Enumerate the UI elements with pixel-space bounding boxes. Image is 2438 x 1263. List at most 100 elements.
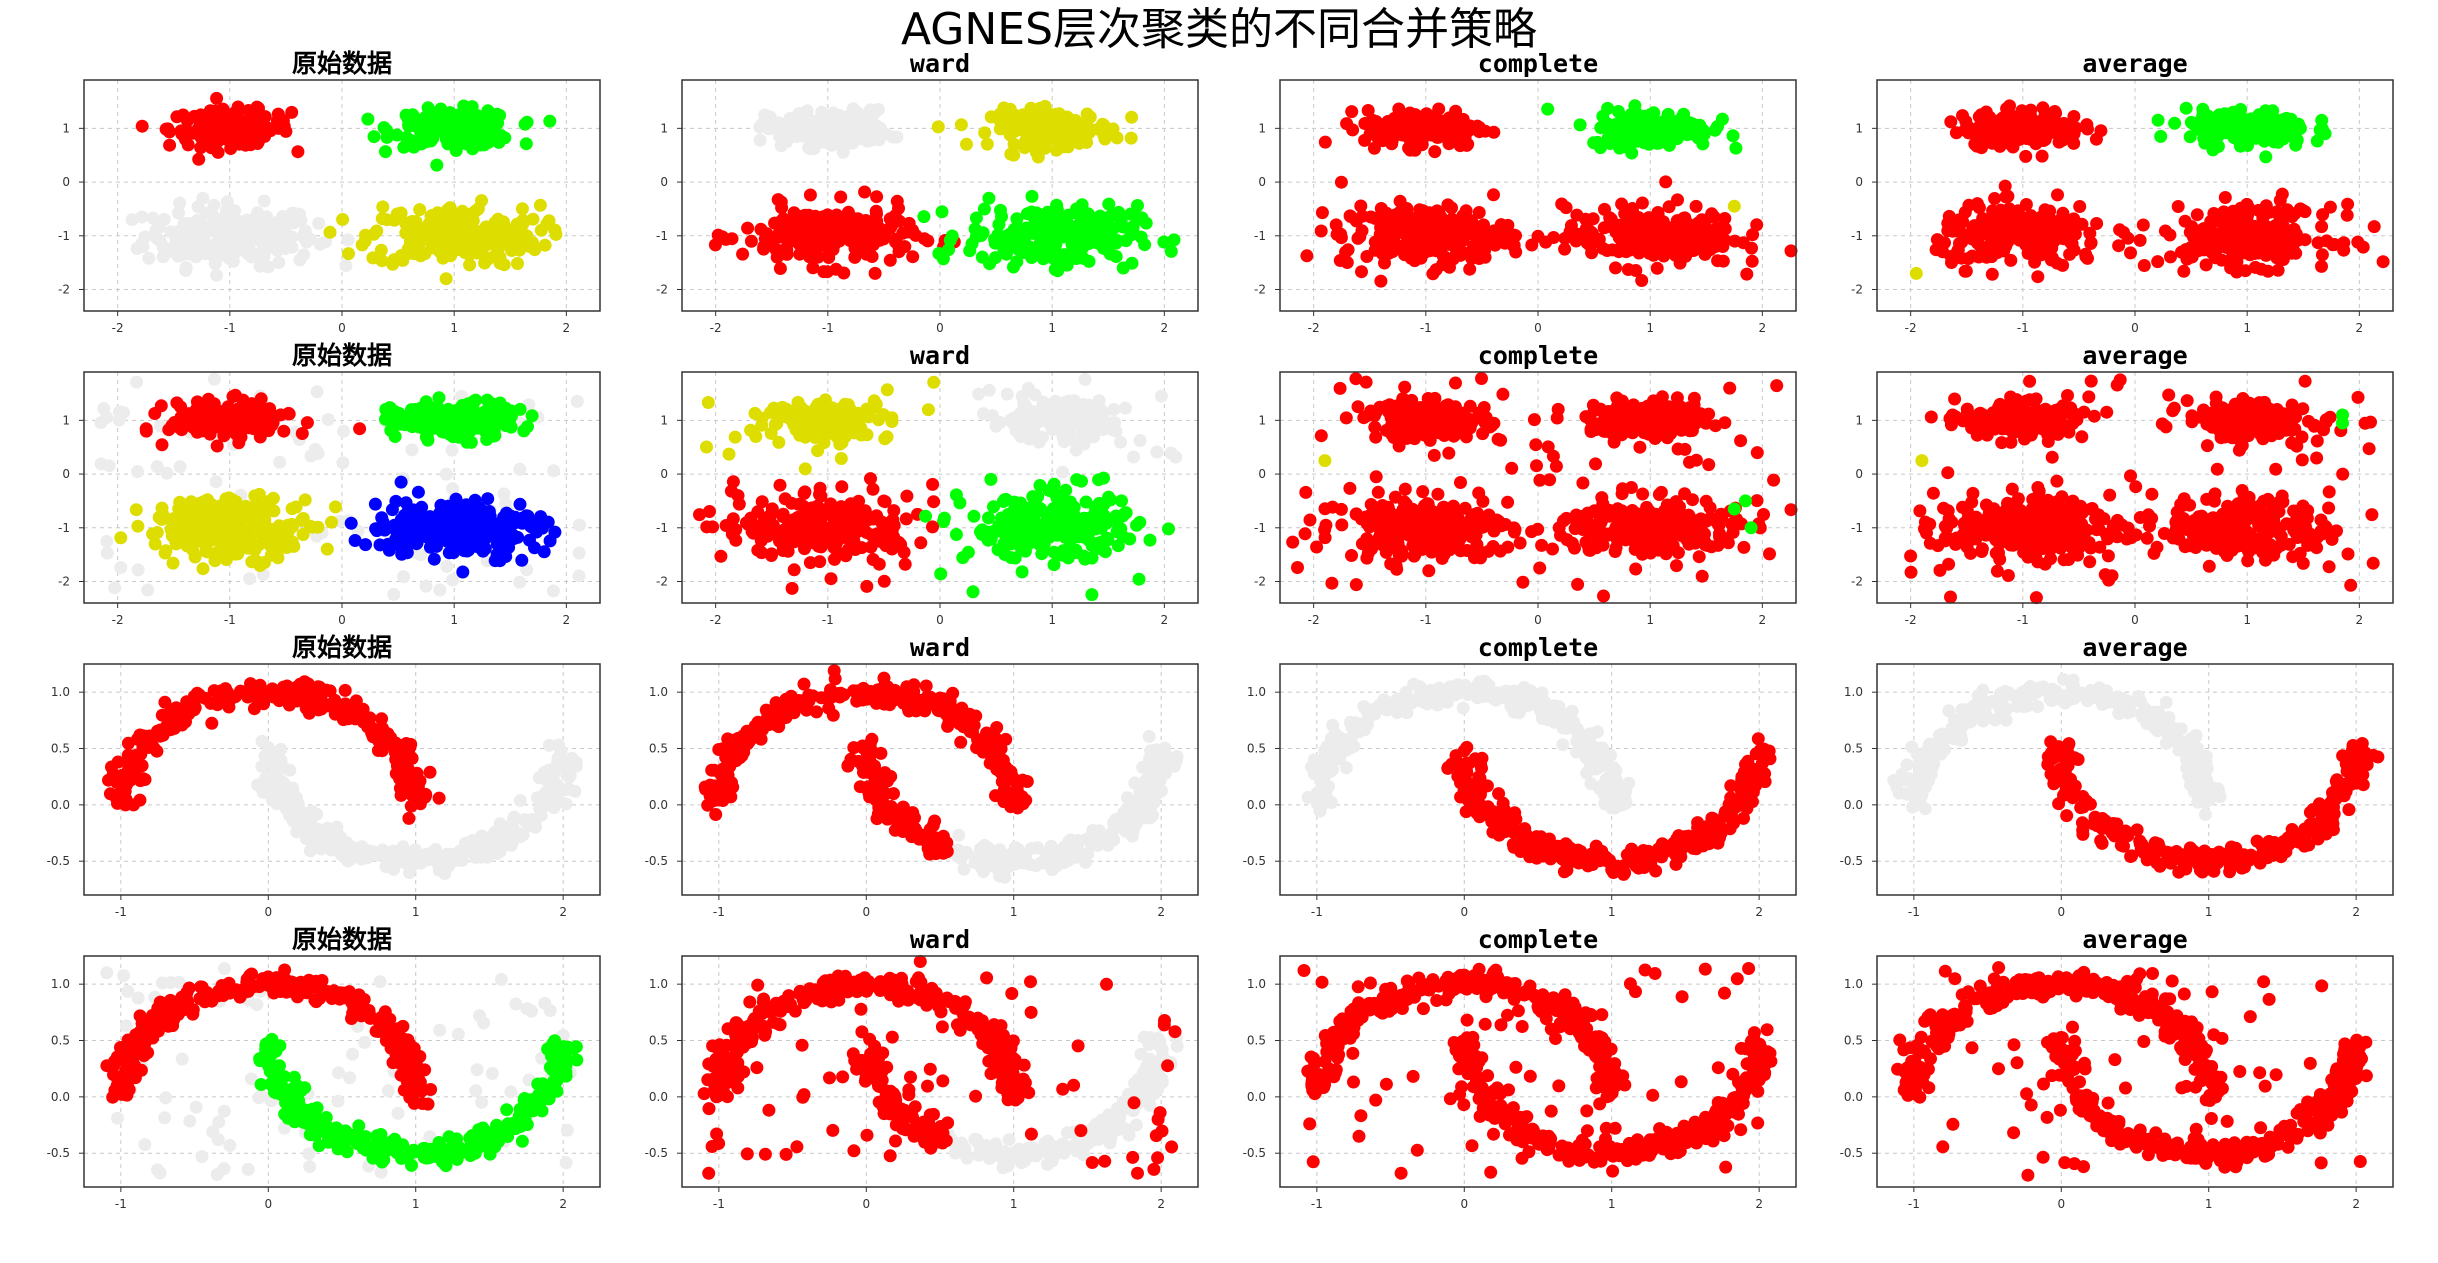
data-point — [395, 251, 409, 265]
data-point — [813, 537, 827, 551]
x-tick-label: 1 — [450, 613, 458, 627]
data-point — [421, 101, 435, 115]
data-point — [465, 228, 479, 242]
data-point — [1048, 394, 1062, 408]
data-point — [787, 118, 801, 132]
data-point — [423, 540, 437, 554]
x-tick-label: -2 — [112, 613, 124, 627]
data-point — [441, 137, 455, 151]
data-point — [142, 251, 156, 265]
data-point — [114, 531, 128, 545]
data-point — [384, 423, 398, 437]
data-point — [2212, 236, 2226, 250]
data-point — [257, 194, 271, 208]
data-point — [2034, 219, 2048, 233]
data-point — [782, 517, 796, 531]
data-point — [1403, 123, 1417, 136]
data-point — [242, 227, 256, 241]
noise-point — [100, 411, 114, 424]
data-point — [1454, 132, 1468, 146]
data-point — [967, 509, 981, 523]
data-point — [443, 201, 457, 215]
y-tick-label: 0 — [660, 175, 668, 189]
noise-point — [573, 518, 586, 532]
data-point — [1356, 209, 1369, 223]
noise-point — [419, 579, 433, 593]
data-point — [487, 225, 501, 239]
data-point — [762, 118, 776, 131]
data-point — [1631, 234, 1644, 248]
data-point — [285, 535, 299, 549]
data-point — [755, 495, 769, 509]
data-point — [2367, 220, 2381, 234]
data-point — [909, 228, 923, 242]
data-point — [1041, 212, 1055, 226]
data-point — [543, 114, 557, 128]
data-point — [2255, 120, 2269, 134]
y-tick-label: -2 — [1851, 283, 1863, 297]
data-point — [2198, 136, 2212, 150]
data-point — [432, 391, 446, 405]
data-point — [355, 238, 369, 252]
data-point — [1437, 250, 1451, 263]
data-point — [2298, 233, 2312, 247]
data-point — [1056, 431, 1070, 445]
data-point — [1061, 551, 1075, 565]
data-point — [914, 536, 928, 550]
data-point — [825, 417, 839, 430]
y-tick-label: 1 — [660, 121, 668, 135]
data-point — [519, 137, 533, 151]
data-point — [900, 489, 914, 503]
data-point — [2211, 139, 2225, 153]
subplot-title: 原始数据 — [292, 341, 392, 370]
data-point — [515, 202, 529, 216]
data-point — [158, 241, 172, 255]
data-point — [1373, 231, 1387, 244]
data-point — [325, 515, 338, 529]
data-point — [215, 414, 228, 428]
data-point — [210, 268, 224, 282]
data-point — [272, 256, 286, 269]
data-point — [286, 520, 300, 533]
x-tick-label: -2 — [710, 321, 722, 335]
data-point — [2003, 217, 2017, 231]
noise-point — [570, 394, 584, 408]
data-point — [463, 424, 477, 438]
y-tick-label: -1 — [1254, 229, 1266, 243]
y-tick-label: 0 — [1258, 175, 1266, 189]
data-point — [149, 223, 163, 237]
data-point — [136, 240, 150, 253]
data-point — [1600, 244, 1614, 257]
data-point — [469, 393, 483, 407]
data-point — [1541, 102, 1555, 116]
data-point — [868, 266, 882, 280]
data-point — [965, 237, 979, 251]
data-point — [2316, 208, 2330, 222]
data-point — [172, 206, 185, 220]
data-point — [1013, 118, 1027, 132]
data-point — [207, 198, 221, 212]
data-point — [2089, 132, 2103, 146]
data-point — [515, 553, 529, 567]
data-point — [466, 214, 480, 228]
data-point — [492, 128, 506, 142]
data-point — [1353, 230, 1367, 244]
data-point — [2254, 262, 2268, 276]
data-point — [263, 402, 277, 416]
data-point — [475, 194, 488, 208]
data-point — [208, 104, 222, 118]
data-point — [2137, 259, 2151, 272]
data-point — [258, 110, 272, 124]
data-point — [2185, 220, 2199, 234]
data-point — [232, 436, 246, 450]
data-point — [300, 235, 314, 249]
data-point — [848, 241, 862, 255]
data-point — [1652, 136, 1666, 150]
data-point — [2226, 210, 2240, 223]
data-point — [1088, 224, 1102, 238]
data-point — [1119, 234, 1133, 248]
data-point — [269, 234, 283, 248]
data-point — [487, 236, 501, 250]
data-point — [135, 210, 149, 224]
